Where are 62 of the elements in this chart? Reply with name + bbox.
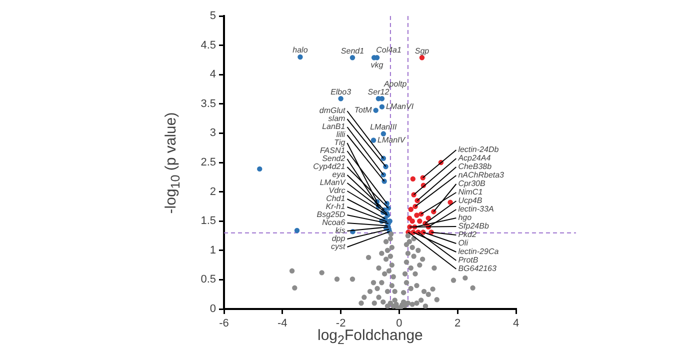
- annotation: LManV: [320, 178, 346, 188]
- y-tick-label: 3: [210, 127, 216, 140]
- annotation: halo: [292, 46, 308, 55]
- x-tick-label: 2: [454, 318, 461, 330]
- annotation: FASN1: [320, 146, 346, 156]
- annotation: Bsg25D: [316, 210, 346, 220]
- annotation: Col4a1: [376, 45, 402, 54]
- x-tick-label: -6: [219, 318, 229, 330]
- annotation: Send2: [322, 154, 346, 164]
- annotation: dmGlut: [319, 106, 346, 116]
- annotation: Ncoa6: [322, 218, 346, 228]
- annotation: Chd1: [326, 194, 346, 204]
- x-tick-label: 0: [396, 318, 402, 330]
- y-tick-label: 0: [210, 303, 216, 316]
- annotation: LManIII: [370, 122, 398, 132]
- annotation: lectin-33A: [458, 204, 494, 214]
- annotation: Cyp4d21: [313, 162, 346, 172]
- y-tick-label: 1: [210, 244, 216, 256]
- annotation: ProtB: [458, 256, 479, 265]
- annotation: Pkd2: [458, 230, 477, 240]
- annotation: Send1: [340, 46, 364, 56]
- y-tick-label: 4: [210, 68, 216, 81]
- x-tick-label: -2: [336, 318, 346, 330]
- annotation: Sgp: [414, 46, 430, 56]
- y-tick-label: 5: [210, 10, 216, 22]
- annotation: lilli: [336, 130, 346, 140]
- annotation: Apoltp: [382, 79, 408, 88]
- annotation: TotM: [354, 106, 372, 115]
- annotation: LManVI: [386, 102, 414, 112]
- y-tick-label: 1.5: [200, 215, 216, 228]
- annotation: vkg: [370, 60, 384, 70]
- x-tick-label: 4: [512, 318, 520, 330]
- annotation: Sfp24Bb: [458, 222, 490, 231]
- annotation: Acp24A4: [457, 154, 492, 163]
- annotation: Elbo3: [330, 87, 352, 96]
- annotation: eya: [332, 170, 346, 180]
- annotation: Vdrc: [328, 186, 346, 196]
- annotation: Cpr30B: [458, 179, 486, 188]
- annotation: nAChRbeta3: [458, 170, 505, 180]
- annotation: Ser12: [368, 87, 390, 96]
- annotation: LManIV: [378, 135, 406, 144]
- annotation: cyst: [330, 242, 346, 252]
- annotation: Tig: [334, 138, 346, 148]
- y-tick-label: 2.5: [200, 156, 216, 169]
- annotation: BG642163: [458, 264, 498, 274]
- annotation: Ucp4B: [458, 196, 483, 206]
- y-tick-label: 0.5: [200, 274, 216, 286]
- x-tick-label: -4: [278, 318, 288, 330]
- annotation: hgo: [458, 213, 472, 222]
- annotation: Kr-h1: [326, 202, 346, 212]
- y-tick-label: 2: [210, 186, 216, 198]
- annotation: lectin-24Db: [458, 145, 500, 154]
- annotation: slam: [328, 114, 346, 124]
- annotation: dpp: [332, 234, 346, 244]
- annotation: lectin-29Ca: [458, 247, 500, 256]
- annotation: LanB1: [322, 122, 346, 132]
- annotation: Oli: [458, 238, 468, 248]
- y-tick-label: 3.5: [200, 98, 216, 110]
- x-axis-title: log$_{2}$Foldchange: [318, 327, 423, 347]
- annotation: NimC1: [458, 188, 483, 197]
- y-tick-label: 4.5: [200, 39, 216, 52]
- annotation: CheB38b: [458, 162, 492, 172]
